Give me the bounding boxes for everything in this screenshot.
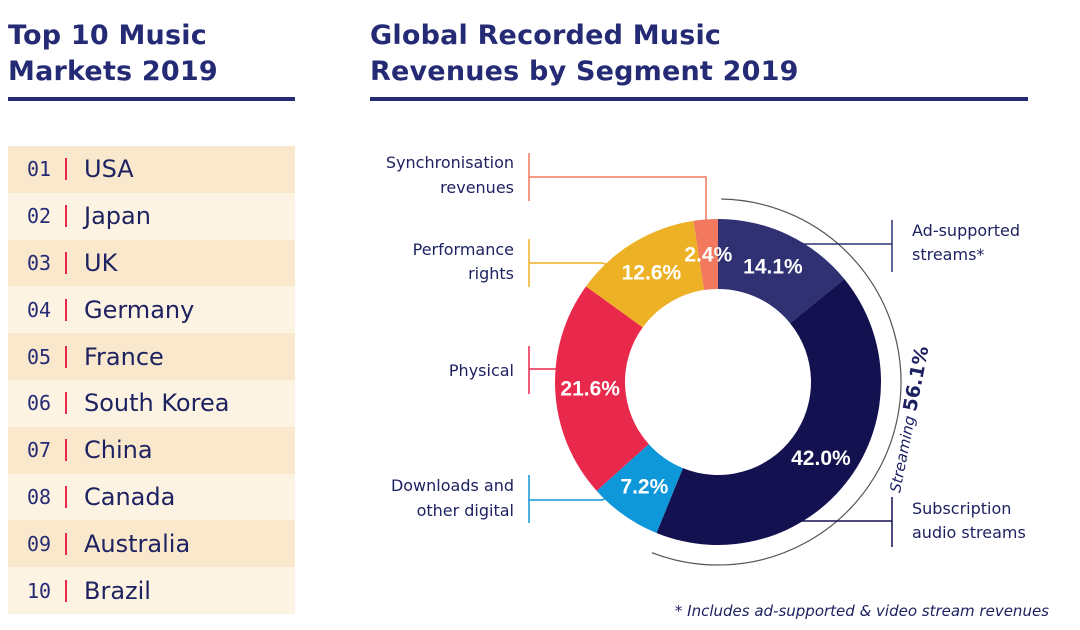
market-row: 04 Germany [8,286,295,334]
market-rank: 07 [27,438,52,463]
segment-name-label: Performance [413,240,514,259]
segment-name-label: audio streams [912,523,1026,542]
market-country: China [84,436,153,465]
market-separator [65,392,67,415]
slice-value-label: 2.4% [684,243,732,266]
market-country: USA [84,155,134,184]
footnote: * Includes ad-supported & video stream r… [674,602,1049,620]
markets-title-underline [8,97,295,101]
segment-name-label: Synchronisation [386,153,514,172]
callout-leader [763,511,892,522]
chart-title-line-1: Global Recorded Music [370,20,722,51]
streaming-bracket [651,198,902,566]
market-separator [65,298,67,321]
donut-slice [656,279,881,545]
markets-title: Top 10 Music Markets 2019 [8,18,218,90]
donut-slice [586,220,705,328]
streaming-label: Streaming [886,410,920,494]
slice-value-label: 12.6% [622,262,682,285]
market-country: France [84,342,164,371]
market-row: 10 Brazil [8,567,295,614]
market-rank: 01 [27,157,52,182]
market-separator [65,345,67,368]
market-country: Canada [84,482,176,511]
callout-leader [777,243,892,249]
callout-leader [529,496,611,501]
market-rank: 08 [27,484,52,509]
chart-title-line-2: Revenues by Segment 2019 [370,56,799,87]
markets-title-line-1: Top 10 Music [8,20,207,51]
market-rank: 10 [27,578,52,603]
market-separator [65,579,67,602]
segment-name-label: Ad-supported [912,221,1020,240]
market-row: 06 South Korea [8,379,295,427]
markets-title-line-2: Markets 2019 [8,56,218,87]
slice-value-label: 7.2% [620,476,668,499]
segment-name-label: streams* [912,245,984,264]
market-separator [65,158,67,181]
segment-name-label: revenues [440,178,514,197]
market-row: 02 Japan [8,192,295,240]
slice-value-label: 14.1% [743,255,803,278]
markets-list: 01 USA 02 Japan 03 UK 04 Germany 05 France 06 South… [8,146,295,614]
market-row: 03 UK [8,239,295,287]
market-separator [65,439,67,462]
segment-name-label: Physical [449,361,514,380]
market-rank: 05 [27,344,52,369]
callout-leader [529,262,613,267]
market-country: Brazil [84,576,151,605]
slice-value-label: 21.6% [560,378,620,401]
donut-slice [596,444,683,533]
chart-title-underline [370,97,1028,101]
segment-name-label: Downloads and [391,476,514,495]
market-row: 01 USA [8,146,295,193]
market-separator [65,532,67,555]
market-rank: 04 [27,297,52,322]
market-row: 08 Canada [8,473,295,521]
segment-name-label: Subscription [912,499,1011,518]
streaming-value: 56.1% [899,344,933,413]
market-rank: 09 [27,531,52,556]
market-country: Australia [84,529,191,558]
slice-value-label: 42.0% [791,447,851,470]
market-separator [65,205,67,228]
market-country: Japan [84,202,151,231]
market-rank: 02 [27,204,52,229]
callout-leader [529,176,707,220]
streaming-group-label: Streaming 56.1% [883,344,933,494]
donut-slice [718,219,845,324]
market-rank: 06 [27,391,52,416]
market-row: 05 France [8,333,295,380]
market-separator [65,485,67,508]
chart-title: Global Recorded Music Revenues by Segmen… [370,18,799,90]
segment-name-label: other digital [417,501,514,520]
donut-slice [555,286,649,491]
market-country: South Korea [84,389,230,418]
market-rank: 03 [27,250,52,275]
market-separator [65,251,67,274]
market-country: Germany [84,295,195,324]
market-country: UK [84,248,118,277]
donut-slice [693,219,718,291]
market-row: 07 China [8,426,295,474]
segment-name-label: rights [468,264,514,283]
market-row: 09 Australia [8,520,295,568]
